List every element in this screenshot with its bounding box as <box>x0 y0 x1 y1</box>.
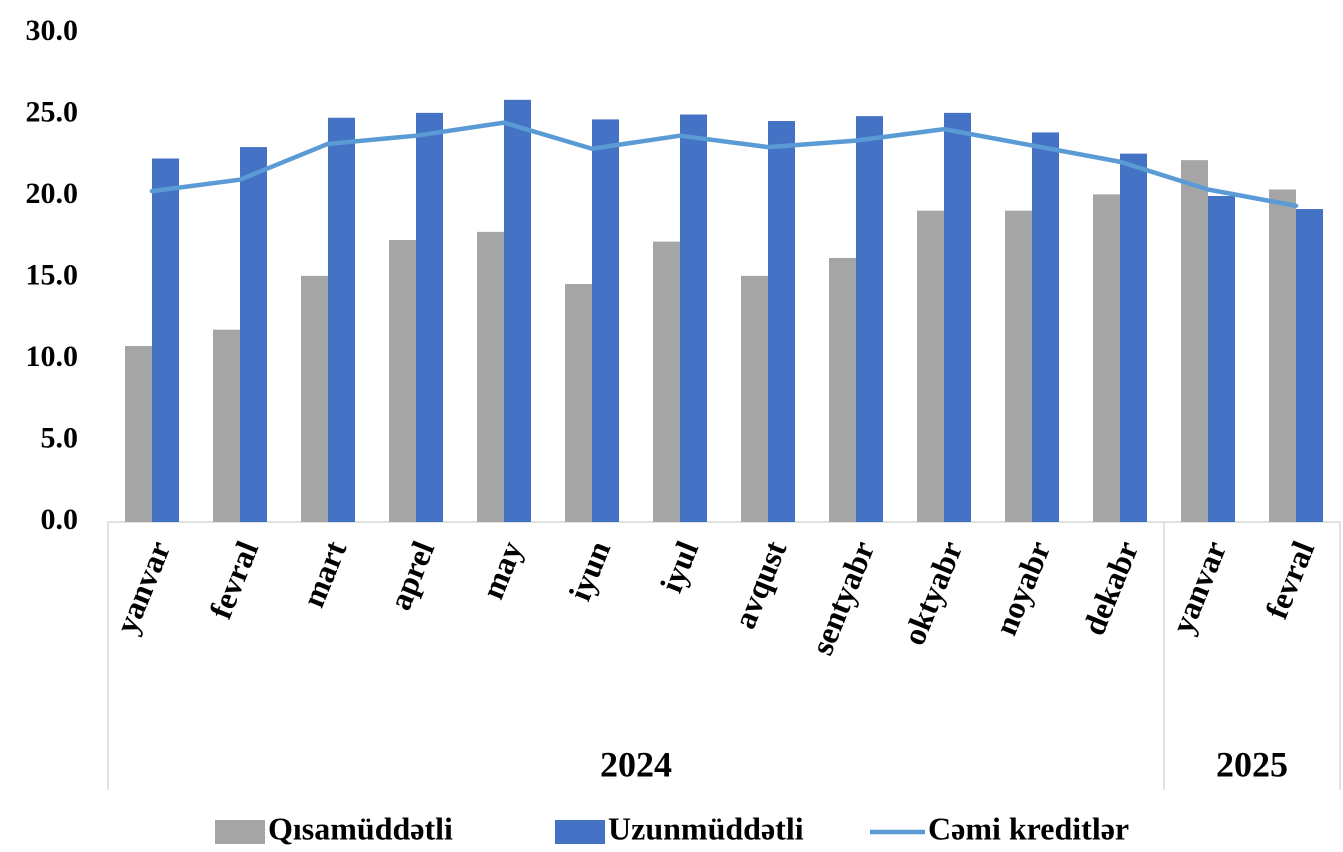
x-tick-label: mart <box>295 536 354 612</box>
x-tick-label: iyul <box>653 536 706 597</box>
group-label: 2025 <box>1216 744 1288 784</box>
bar <box>653 241 680 522</box>
y-tick-label: 15.0 <box>26 258 79 291</box>
group-label: 2024 <box>600 744 672 784</box>
bar <box>504 99 531 522</box>
x-tick-label: may <box>474 536 529 604</box>
y-tick-label: 25.0 <box>26 95 79 128</box>
legend-swatch <box>215 820 265 844</box>
bar <box>328 117 355 522</box>
bar <box>389 240 416 522</box>
line-series <box>149 120 1299 209</box>
bar <box>1032 132 1059 522</box>
bar <box>1093 194 1120 522</box>
y-tick-label: 0.0 <box>41 503 79 536</box>
bar <box>213 329 240 522</box>
bar <box>944 112 971 523</box>
x-tick-label: dekabr <box>1075 536 1145 640</box>
bar <box>1005 210 1032 523</box>
legend-label: Uzunmüddətli <box>608 810 804 846</box>
bar <box>592 119 619 522</box>
bar <box>477 231 504 523</box>
bar <box>125 345 152 522</box>
x-tick-label: fevral <box>1258 536 1321 624</box>
y-tick-label: 30.0 <box>26 14 79 47</box>
x-tick-label: sentyabr <box>803 536 881 660</box>
bar <box>416 112 443 523</box>
x-tick-label: oktyabr <box>895 536 969 650</box>
x-tick-label: avqust <box>726 536 793 634</box>
bar <box>1181 160 1208 522</box>
bar <box>1208 196 1235 522</box>
legend-label: Cəmi kreditlər <box>928 810 1129 846</box>
bar <box>856 116 883 522</box>
x-tick-label: yanvar <box>1164 536 1233 638</box>
bar <box>829 257 856 522</box>
bar <box>741 275 768 522</box>
y-tick-label: 20.0 <box>26 177 79 210</box>
x-tick-label: aprel <box>382 536 442 615</box>
bar <box>1296 209 1323 523</box>
legend-label: Qısamüddətli <box>268 810 453 846</box>
x-tick-label: fevral <box>202 536 265 624</box>
bar <box>1269 189 1296 523</box>
bar <box>1120 153 1147 522</box>
bar <box>768 121 795 523</box>
x-tick-label: noyabr <box>987 536 1057 640</box>
y-tick-label: 5.0 <box>41 421 79 454</box>
bar <box>240 147 267 522</box>
x-tick-label: yanvar <box>108 536 177 638</box>
bar <box>917 210 944 523</box>
y-tick-label: 10.0 <box>26 340 79 373</box>
bar <box>680 114 707 522</box>
bar <box>565 284 592 522</box>
legend-swatch <box>555 820 605 844</box>
x-tick-label: iyun <box>561 536 617 606</box>
bar <box>301 275 328 522</box>
bar <box>152 158 179 522</box>
